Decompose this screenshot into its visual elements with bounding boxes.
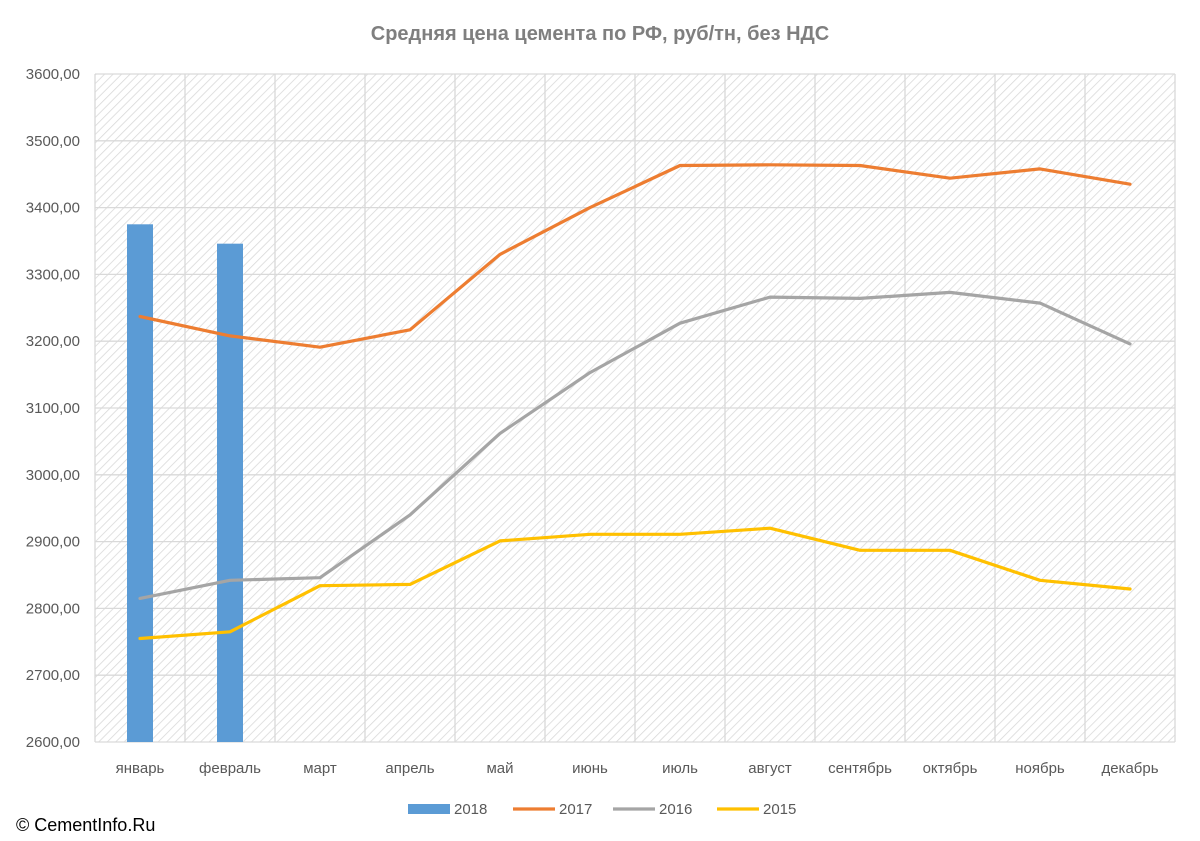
x-tick-label: март bbox=[303, 760, 337, 777]
legend-label-2018: 2018 bbox=[454, 801, 487, 818]
x-tick-label: октябрь bbox=[923, 760, 978, 777]
x-tick-label: ноябрь bbox=[1015, 760, 1065, 777]
series-line-2015 bbox=[138, 526, 1132, 641]
y-tick-label: 3600,00 bbox=[26, 66, 80, 83]
legend-label-2016: 2016 bbox=[659, 801, 692, 818]
legend: 2018 2017 2016 2015 bbox=[408, 801, 796, 818]
x-tick-label: декабрь bbox=[1101, 760, 1158, 777]
series-line-2017 bbox=[138, 163, 1132, 349]
x-tick-label: май bbox=[486, 760, 513, 777]
x-tick-label: июнь bbox=[572, 760, 608, 777]
y-tick-label: 3500,00 bbox=[26, 133, 80, 150]
y-tick-label: 2600,00 bbox=[26, 734, 80, 751]
x-tick-label: сентябрь bbox=[828, 760, 892, 777]
copyright-text: © CementInfo.Ru bbox=[16, 815, 155, 835]
legend-swatch-2018 bbox=[408, 804, 450, 814]
legend-label-2017: 2017 bbox=[559, 801, 592, 818]
x-tick-label: июль bbox=[662, 760, 698, 777]
y-tick-label: 2700,00 bbox=[26, 667, 80, 684]
series-line-2016 bbox=[138, 290, 1132, 601]
chart-title: Средняя цена цемента по РФ, руб/тн, без … bbox=[371, 23, 829, 45]
x-tick-label: январь bbox=[116, 760, 165, 777]
x-tick-label: апрель bbox=[385, 760, 434, 777]
y-tick-label: 2800,00 bbox=[26, 600, 80, 617]
y-tick-label: 3100,00 bbox=[26, 400, 80, 417]
bar-2018 bbox=[127, 224, 153, 743]
y-tick-label: 2900,00 bbox=[26, 534, 80, 551]
x-tick-label: август bbox=[748, 760, 792, 777]
bar-2018 bbox=[217, 243, 243, 742]
y-tick-label: 3400,00 bbox=[26, 200, 80, 217]
y-tick-label: 3300,00 bbox=[26, 266, 80, 283]
y-tick-label: 3000,00 bbox=[26, 467, 80, 484]
legend-label-2015: 2015 bbox=[763, 801, 796, 818]
x-tick-label: февраль bbox=[199, 760, 261, 777]
y-tick-label: 3200,00 bbox=[26, 333, 80, 350]
